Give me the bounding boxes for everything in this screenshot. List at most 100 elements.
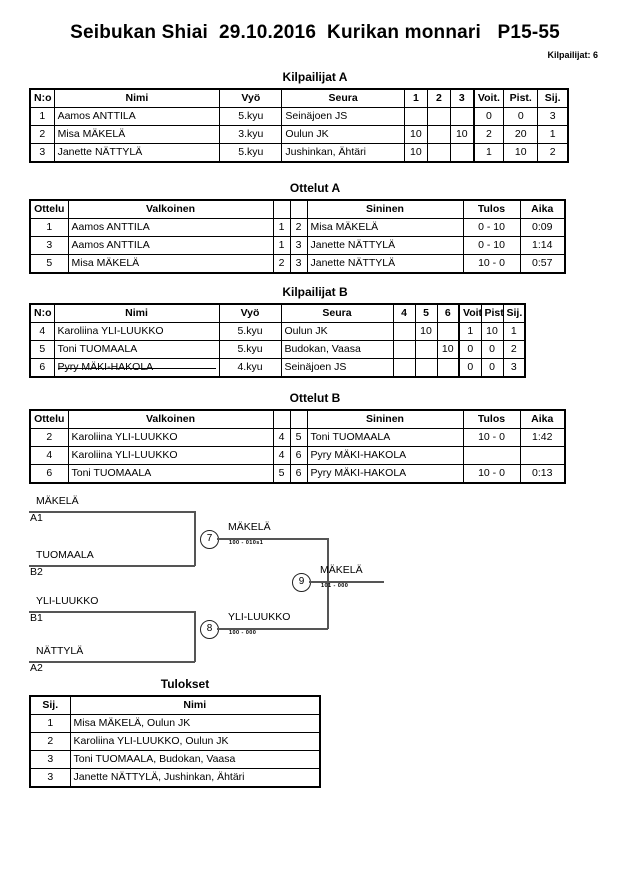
bracket-score-sf2: 100 - 000 [229,630,257,636]
bracket-entrant-name-4: NÄTTYLÄ [36,645,84,657]
table-row: 6 Toni TUOMAALA 5 6 Pyry MÄKI-HAKOLA 10 … [29,464,566,484]
cell-rank: 3 [537,107,569,126]
cell-blue-no: 6 [289,446,308,465]
cell-no: 1 [29,107,55,126]
cell-blue-no: 2 [289,218,308,237]
cell-rank: 1 [502,322,526,341]
cell-rank: 3 [502,358,526,378]
col-white: Valkoinen [67,199,274,219]
cell-points: 20 [503,125,539,144]
table-row: 1 Aamos ANTTILA 5.kyu Seinäjoen JS 0 0 3 [29,107,569,126]
cell-blue: Pyry MÄKI-HAKOLA [306,446,464,465]
cell-rank: 1 [537,125,569,144]
cell-belt: 3.kyu [219,125,283,144]
table-row: 1 Aamos ANTTILA 1 2 Misa MÄKELÄ 0 - 10 0… [29,218,566,237]
table-header-row: Ottelu Valkoinen Sininen Tulos Aika [29,199,566,219]
cell-m5 [414,340,438,359]
cell-name: Janette NÄTTYLÄ [53,143,221,163]
cell-name: Toni TUOMAALA [53,340,220,359]
bracket-entrant-seed-1: A1 [30,512,43,524]
cell-name: Toni TUOMAALA, Budokan, Vaasa [69,750,321,769]
cell-white: Aamos ANTTILA [67,236,274,255]
cell-match: 3 [29,236,69,255]
cell-club: Oulun JK [281,125,405,144]
cell-wins: 1 [458,322,482,341]
cell-m6 [436,322,460,341]
cell-m4 [392,322,416,341]
col-match: Ottelu [29,409,69,429]
pool-a-table: N:o Nimi Vyö Seura 1 2 3 Voit. Pist. Sij… [29,88,569,163]
bracket-line-sf1-winner [217,538,328,540]
table-row: 3 Janette NÄTTYLÄ, Jushinkan, Ähtäri [29,768,321,788]
bracket-entrant-seed-4: A2 [30,662,43,674]
cell-no: 4 [29,322,55,341]
cell-result: 0 - 10 [462,236,521,255]
cell-result: 10 - 0 [462,428,521,447]
matches-b-caption: Ottelut B [289,391,341,405]
cell-m2 [426,125,452,144]
matches-a-table: Ottelu Valkoinen Sininen Tulos Aika 1 Aa… [29,199,566,274]
bracket-entrant-name-1: MÄKELÄ [36,495,79,507]
bracket-connector-sf1 [194,511,196,566]
cell-name: Misa MÄKELÄ [53,125,221,144]
cell-blue-no: 3 [289,254,308,274]
cell-club: Jushinkan, Ähtäri [281,143,405,163]
bracket-line-entrant-4 [29,661,195,663]
col-no: N:o [29,88,55,108]
table-row: 1 Misa MÄKELÄ, Oulun JK [29,714,321,733]
cell-time [519,446,566,465]
col-result: Tulos [462,199,521,219]
col-m4: 4 [392,303,416,323]
cell-white: Toni TUOMAALA [67,464,274,484]
strikethrough-line [57,367,216,369]
col-club: Seura [280,303,394,323]
cell-white-no: 5 [272,464,291,484]
cell-match: 5 [29,254,69,274]
cell-white: Aamos ANTTILA [67,218,274,237]
col-name: Nimi [53,88,221,108]
table-row: 6 Pyry MÄKI-HAKOLA 4.kyu Seinäjoen JS 0 … [29,358,526,378]
col-belt: Vyö [219,88,283,108]
cell-m1 [403,107,428,126]
cell-time: 0:09 [519,218,566,237]
cell-blue: Misa MÄKELÄ [306,218,464,237]
cell-points: 0 [480,340,504,359]
col-belt: Vyö [218,303,282,323]
col-blue-no [289,409,308,429]
table-row: 2 Karoliina YLI-LUUKKO 4 5 Toni TUOMAALA… [29,428,566,447]
cell-wins: 2 [472,125,505,144]
table-row: 4 Karoliina YLI-LUUKKO 4 6 Pyry MÄKI-HAK… [29,446,566,465]
cell-white-no: 1 [272,218,291,237]
col-m1: 1 [403,88,428,108]
cell-match: 4 [29,446,69,465]
cell-blue-no: 6 [289,464,308,484]
col-blue: Sininen [306,409,464,429]
cell-result: 0 - 10 [462,218,521,237]
page-title: Seibukan Shiai 29.10.2016 Kurikan monnar… [70,22,560,43]
cell-belt: 5.kyu [219,143,283,163]
bracket-winner-sf2: YLI-LUUKKO [228,611,291,623]
table-row: 2 Misa MÄKELÄ 3.kyu Oulun JK 10 10 2 20 … [29,125,569,144]
col-rank: Sij. [502,303,526,323]
cell-club: Seinäjoen JS [281,107,405,126]
col-points: Pist. [503,88,539,108]
table-row: 2 Karoliina YLI-LUUKKO, Oulun JK [29,732,321,751]
matches-a-caption: Ottelut A [289,181,341,195]
cell-blue: Janette NÄTTYLÄ [306,236,464,255]
cell-white-no: 1 [272,236,291,255]
cell-wins: 0 [458,340,482,359]
cell-blue: Toni TUOMAALA [306,428,464,447]
cell-rank: 1 [29,714,71,733]
bracket-connector-final [327,538,329,629]
cell-m4 [392,358,416,378]
cell-m6: 10 [436,340,460,359]
cell-match: 2 [29,428,69,447]
bracket-match-number-9: 9 [292,573,311,592]
cell-no: 3 [29,143,55,163]
bracket-line-sf2-winner [217,628,328,630]
col-points: Pist. [480,303,504,323]
cell-result: 10 - 0 [462,464,521,484]
cell-points: 10 [503,143,539,163]
bracket-winner-sf1: MÄKELÄ [228,521,271,533]
cell-wins: 1 [472,143,505,163]
